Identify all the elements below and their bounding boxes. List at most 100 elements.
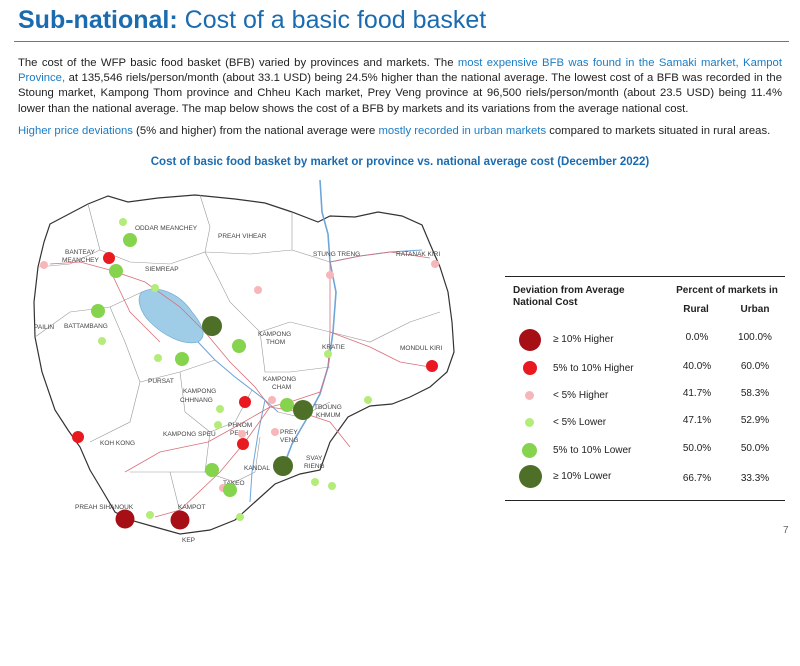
market-marker xyxy=(293,400,313,420)
market-marker xyxy=(146,511,154,519)
market-marker xyxy=(91,304,105,318)
label-kampong-thom-1: KAMPONG xyxy=(258,331,291,338)
legend-header-urban: Urban xyxy=(740,304,770,315)
legend-symbol xyxy=(525,391,534,400)
label-oddar-meanchey: ODDAR MEANCHEY xyxy=(135,225,198,232)
legend-header-rural: Rural xyxy=(683,304,709,315)
market-marker xyxy=(268,396,276,404)
label-koh-kong: KOH KONG xyxy=(100,440,135,447)
market-markers xyxy=(40,218,439,530)
label-stung-treng: STUNG TRENG xyxy=(313,251,360,258)
legend-row: ≥ 10% Lower 66.7% 33.3% xyxy=(505,465,785,491)
label-pailin: PAILIN xyxy=(34,324,54,331)
market-marker xyxy=(103,252,115,264)
market-marker xyxy=(216,405,224,413)
market-marker xyxy=(328,482,336,490)
market-marker xyxy=(154,354,162,362)
legend-rural-value: 0.0% xyxy=(685,332,709,343)
legend-table: Deviation from Average National Cost Per… xyxy=(505,276,785,501)
legend-rural-value: 41.7% xyxy=(682,388,712,399)
market-marker xyxy=(239,396,251,408)
legend-urban-value: 100.0% xyxy=(738,332,772,343)
page-number: 7 xyxy=(783,525,789,536)
legend-symbol xyxy=(522,443,537,458)
legend-symbol xyxy=(523,361,537,375)
market-marker xyxy=(109,264,123,278)
legend-header-deviation: Deviation from Average National Cost xyxy=(513,285,625,308)
market-marker xyxy=(205,463,219,477)
market-marker xyxy=(98,337,106,345)
label-kampong-cham-1: KAMPONG xyxy=(263,376,296,383)
market-marker xyxy=(223,483,237,497)
label-preah-vihear: PREAH VIHEAR xyxy=(218,233,267,240)
label-banteay: BANTEAY xyxy=(65,249,96,256)
legend-rural-value: 66.7% xyxy=(682,473,712,484)
legend-row: < 5% Lower 47.1% 52.9% xyxy=(505,410,785,436)
label-ratanak-kiri: RATANAK KIRI xyxy=(396,251,440,258)
market-marker xyxy=(170,510,190,530)
label-preah-sihanouk: PREAH SIHANOUK xyxy=(75,504,134,511)
market-marker xyxy=(273,456,293,476)
map-title: Cost of basic food basket by market or p… xyxy=(150,156,650,168)
legend-row: 5% to 10% Higher 40.0% 60.0% xyxy=(505,356,785,382)
market-marker xyxy=(119,218,127,226)
label-kampong-speu: KAMPONG SPEU xyxy=(163,431,216,438)
legend-label: 5% to 10% Lower xyxy=(553,445,632,456)
label-rieng: RIENG xyxy=(304,463,325,470)
bassac-river xyxy=(249,399,266,503)
legend-urban-value: 50.0% xyxy=(740,443,770,454)
label-mondul-kiri: MONDUL KIRI xyxy=(400,345,443,352)
label-prey: PREY xyxy=(280,429,298,436)
market-marker xyxy=(123,233,137,247)
legend-rural-value: 47.1% xyxy=(682,415,712,426)
label-siemreap: SIEMREAP xyxy=(145,266,179,273)
market-marker xyxy=(72,431,84,443)
label-kandal: KANDAL xyxy=(244,465,270,472)
market-marker xyxy=(364,396,372,404)
paragraph-bfb-cost: The cost of the WFP basic food basket (B… xyxy=(18,57,782,115)
legend-urban-value: 60.0% xyxy=(740,361,770,372)
market-marker xyxy=(237,438,249,450)
legend-urban-value: 52.9% xyxy=(740,415,770,426)
label-kratie: KRATIE xyxy=(322,344,346,351)
label-kampong-cham-2: CHAM xyxy=(272,384,291,391)
market-marker xyxy=(175,352,189,366)
label-battambang: BATTAMBANG xyxy=(64,323,108,330)
province-labels: ODDAR MEANCHEY PREAH VIHEAR BANTEAY MEAN… xyxy=(34,225,443,544)
page-title: Sub-national: Cost of a basic food baske… xyxy=(18,6,487,34)
label-kampong-thom-2: THOM xyxy=(266,339,285,346)
legend-label: ≥ 10% Higher xyxy=(553,334,614,345)
market-marker xyxy=(326,271,334,279)
legend-top-rule xyxy=(505,276,785,277)
label-tboung-khmum-1: TBOUNG xyxy=(314,404,342,411)
label-pursat: PURSAT xyxy=(148,378,174,385)
label-takeo: TAKEO xyxy=(223,480,245,487)
label-kampong-chhnang-1: KAMPONG xyxy=(183,388,216,395)
legend-rural-value: 40.0% xyxy=(682,361,712,372)
legend-symbol xyxy=(525,418,534,427)
legend-row: ≥ 10% Higher 0.0% 100.0% xyxy=(505,327,785,353)
label-kampong-chhnang-2: CHHNANG xyxy=(180,397,213,404)
title-divider xyxy=(14,41,789,42)
cambodia-market-map: ODDAR MEANCHEY PREAH VIHEAR BANTEAY MEAN… xyxy=(33,179,455,544)
legend-label: < 5% Higher xyxy=(553,390,609,401)
province-borders xyxy=(34,194,441,513)
legend-urban-value: 33.3% xyxy=(740,473,770,484)
label-kampot: KAMPOT xyxy=(178,504,205,511)
legend-symbol xyxy=(519,329,541,351)
market-marker xyxy=(238,430,246,438)
label-meanchey: MEANCHEY xyxy=(62,257,100,264)
market-marker xyxy=(280,398,294,412)
market-marker xyxy=(431,260,439,268)
market-marker xyxy=(271,428,279,436)
market-marker xyxy=(151,284,159,292)
market-marker xyxy=(311,478,319,486)
label-svay: SVAY xyxy=(306,455,323,462)
market-marker xyxy=(426,360,438,372)
mekong-river xyxy=(281,179,337,471)
label-veng: VENG xyxy=(280,437,298,444)
market-marker xyxy=(202,316,222,336)
legend-row: 5% to 10% Lower 50.0% 50.0% xyxy=(505,438,785,464)
paragraph-price-deviations: Higher price deviations (5% and higher) … xyxy=(18,125,771,137)
label-kep: KEP xyxy=(182,537,195,544)
